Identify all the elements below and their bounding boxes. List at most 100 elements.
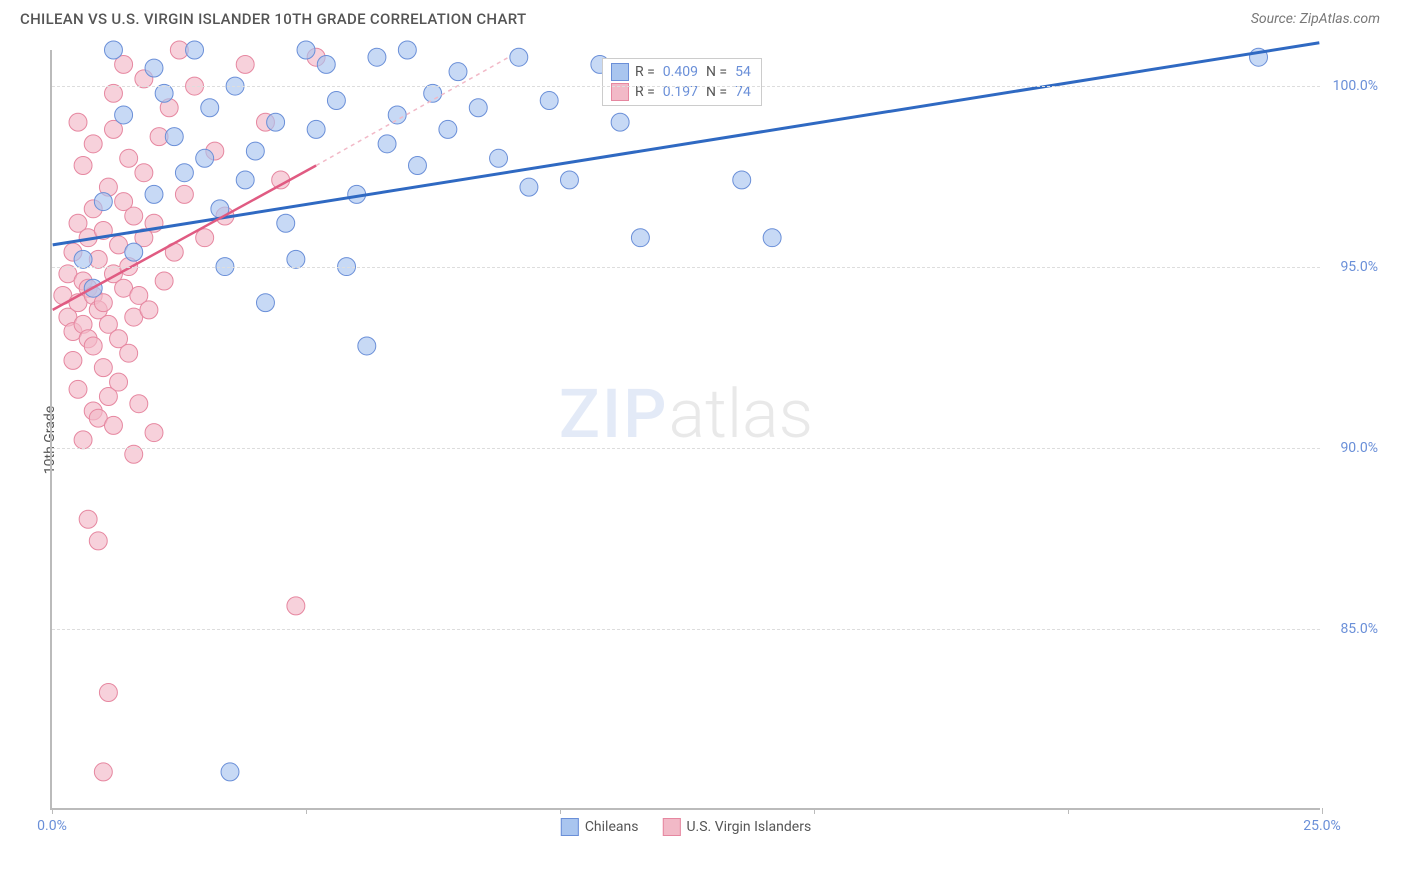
scatter-point <box>74 157 92 175</box>
scatter-point <box>79 510 97 528</box>
scatter-point <box>125 207 143 225</box>
scatter-point <box>267 113 285 131</box>
scatter-point <box>120 344 138 362</box>
scatter-point <box>110 373 128 391</box>
scatter-point <box>175 185 193 203</box>
scatter-point <box>611 113 629 131</box>
y-tick-label: 100.0% <box>1326 78 1378 94</box>
gridline-h <box>52 629 1320 630</box>
bottom-legend-item-1: U.S. Virgin Islanders <box>662 818 811 836</box>
scatter-point <box>378 135 396 153</box>
scatter-point <box>84 337 102 355</box>
bottom-legend: Chileans U.S. Virgin Islanders <box>561 818 811 836</box>
scatter-point <box>287 250 305 268</box>
bottom-swatch-blue <box>561 818 579 836</box>
scatter-point <box>287 597 305 615</box>
x-tick <box>1068 808 1069 814</box>
scatter-point <box>317 55 335 73</box>
scatter-point <box>221 763 239 781</box>
scatter-point <box>155 272 173 290</box>
scatter-point <box>84 135 102 153</box>
scatter-point <box>145 59 163 77</box>
gridline-h <box>52 267 1320 268</box>
scatter-point <box>277 214 295 232</box>
scatter-point <box>135 164 153 182</box>
scatter-point <box>140 301 158 319</box>
scatter-point <box>196 149 214 167</box>
y-tick-label: 90.0% <box>1326 440 1378 456</box>
bottom-swatch-pink <box>662 818 680 836</box>
scatter-point <box>560 171 578 189</box>
y-tick-label: 95.0% <box>1326 259 1378 275</box>
r-value-0: 0.409 <box>663 64 698 80</box>
y-tick-label: 85.0% <box>1326 621 1378 637</box>
legend-swatch-blue <box>611 63 629 81</box>
scatter-point <box>256 294 274 312</box>
scatter-point <box>540 92 558 110</box>
plot-area: ZIPatlas R = 0.409 N = 54 R = 0.197 N = … <box>50 50 1320 810</box>
scatter-point <box>733 171 751 189</box>
scatter-point <box>246 142 264 160</box>
x-tick-label: 0.0% <box>37 818 67 834</box>
x-tick <box>814 808 815 814</box>
scatter-point <box>125 243 143 261</box>
scatter-point <box>469 99 487 117</box>
x-tick-label: 25.0% <box>1303 818 1341 834</box>
scatter-point <box>89 532 107 550</box>
scatter-point <box>201 99 219 117</box>
scatter-point <box>104 416 122 434</box>
scatter-point <box>94 359 112 377</box>
scatter-point <box>631 229 649 247</box>
scatter-point <box>69 380 87 398</box>
scatter-point <box>327 92 345 110</box>
scatter-point <box>358 337 376 355</box>
gridline-h <box>52 86 1320 87</box>
scatter-point <box>104 41 122 59</box>
scatter-point <box>69 113 87 131</box>
chart-title: CHILEAN VS U.S. VIRGIN ISLANDER 10TH GRA… <box>20 10 526 28</box>
n-label-0: N = <box>706 64 727 80</box>
x-tick <box>52 808 53 814</box>
scatter-point <box>388 106 406 124</box>
chart-header: CHILEAN VS U.S. VIRGIN ISLANDER 10TH GRA… <box>0 0 1406 34</box>
scatter-point <box>74 431 92 449</box>
scatter-point <box>408 157 426 175</box>
chart-source: Source: ZipAtlas.com <box>1251 11 1380 27</box>
scatter-point <box>145 424 163 442</box>
scatter-point <box>175 164 193 182</box>
scatter-point <box>236 55 254 73</box>
scatter-point <box>64 351 82 369</box>
x-tick <box>1322 808 1323 814</box>
scatter-point <box>236 171 254 189</box>
n-value-0: 54 <box>735 64 751 80</box>
r-label-0: R = <box>635 64 655 80</box>
gridline-h <box>52 448 1320 449</box>
bottom-label-1: U.S. Virgin Islanders <box>686 819 811 835</box>
scatter-point <box>490 149 508 167</box>
scatter-point <box>130 395 148 413</box>
scatter-point <box>368 48 386 66</box>
scatter-point <box>449 63 467 81</box>
scatter-point <box>439 120 457 138</box>
chart-container: 10th Grade ZIPatlas R = 0.409 N = 54 R =… <box>50 50 1380 830</box>
scatter-point <box>297 41 315 59</box>
scatter-point <box>763 229 781 247</box>
scatter-point <box>145 185 163 203</box>
plot-svg <box>52 50 1320 808</box>
scatter-point <box>165 128 183 146</box>
bottom-legend-item-0: Chileans <box>561 818 639 836</box>
scatter-point <box>520 178 538 196</box>
scatter-point <box>99 684 117 702</box>
stats-legend-row-0: R = 0.409 N = 54 <box>611 63 753 81</box>
scatter-point <box>398 41 416 59</box>
scatter-point <box>307 120 325 138</box>
scatter-point <box>94 193 112 211</box>
scatter-point <box>510 48 528 66</box>
scatter-point <box>74 250 92 268</box>
bottom-label-0: Chileans <box>585 819 639 835</box>
scatter-point <box>186 41 204 59</box>
stats-legend: R = 0.409 N = 54 R = 0.197 N = 74 <box>602 58 762 106</box>
x-tick <box>560 808 561 814</box>
scatter-point <box>94 763 112 781</box>
x-tick <box>306 808 307 814</box>
